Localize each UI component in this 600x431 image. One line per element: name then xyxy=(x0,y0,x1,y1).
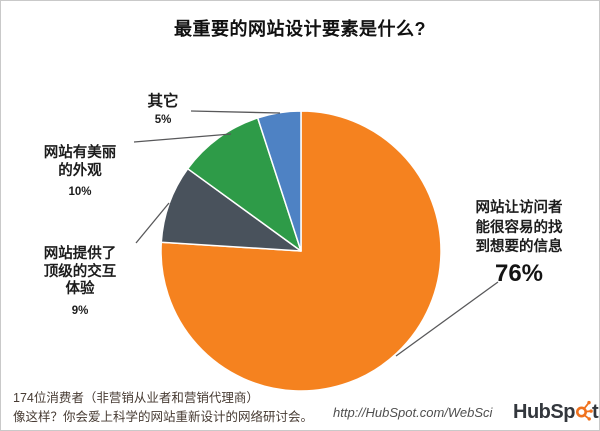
label-beauty-text: 的外观 xyxy=(58,162,102,179)
label-info-pct: 76% xyxy=(494,259,544,287)
hubspot-sprocket-icon xyxy=(575,399,593,427)
hubspot-logo-text-left: HubSp xyxy=(513,400,575,423)
label-other-pct: 5% xyxy=(154,113,172,126)
leader-line-other xyxy=(190,110,281,114)
footer-url: http://HubSpot.com/WebSci xyxy=(333,405,493,420)
hubspot-logo: HubSp t xyxy=(513,397,599,427)
footer-note: 174位消费者（非营销从业者和营销代理商） 像这样？你会爱上科学的网站重新设计的… xyxy=(13,389,313,426)
label-beauty-pct: 10% xyxy=(68,186,92,198)
leader-line-info xyxy=(395,281,499,357)
label-interaction-text: 顶级的交互 xyxy=(43,263,117,280)
label-info-text: 能很容易的找 xyxy=(475,219,563,236)
label-interaction-pct: 9% xyxy=(71,304,89,317)
pie-slice-2 xyxy=(186,117,302,252)
chart-title: 最重要的网站设计要素是什么? xyxy=(174,19,426,39)
leader-line-interaction xyxy=(135,202,170,244)
footer-note-line2: 像这样？你会爱上科学的网站重新设计的网络研讨会。 xyxy=(13,409,314,424)
label-interaction-text: 网站提供了 xyxy=(43,246,117,262)
label-info-text: 网站让访问者 xyxy=(475,200,563,216)
label-beauty-text: 网站有美丽 xyxy=(43,145,117,161)
label-info: 网站让访问者 能很容易的找 到想要的信息 76% xyxy=(461,199,577,288)
label-beauty: 网站有美丽 的外观 10% xyxy=(21,145,139,198)
hubspot-logo-text-right: t xyxy=(591,400,599,423)
label-info-text: 到想要的信息 xyxy=(475,239,563,255)
label-other-text: 其它 xyxy=(147,93,179,110)
footer-note-line1: 174位消费者（非营销从业者和营销代理商） xyxy=(13,391,259,405)
label-interaction-text: 体验 xyxy=(65,281,95,297)
label-interaction: 网站提供了 顶级的交互 体验 9% xyxy=(21,246,139,317)
leader-line-beauty xyxy=(133,133,232,143)
label-other: 其它 5% xyxy=(131,93,195,126)
